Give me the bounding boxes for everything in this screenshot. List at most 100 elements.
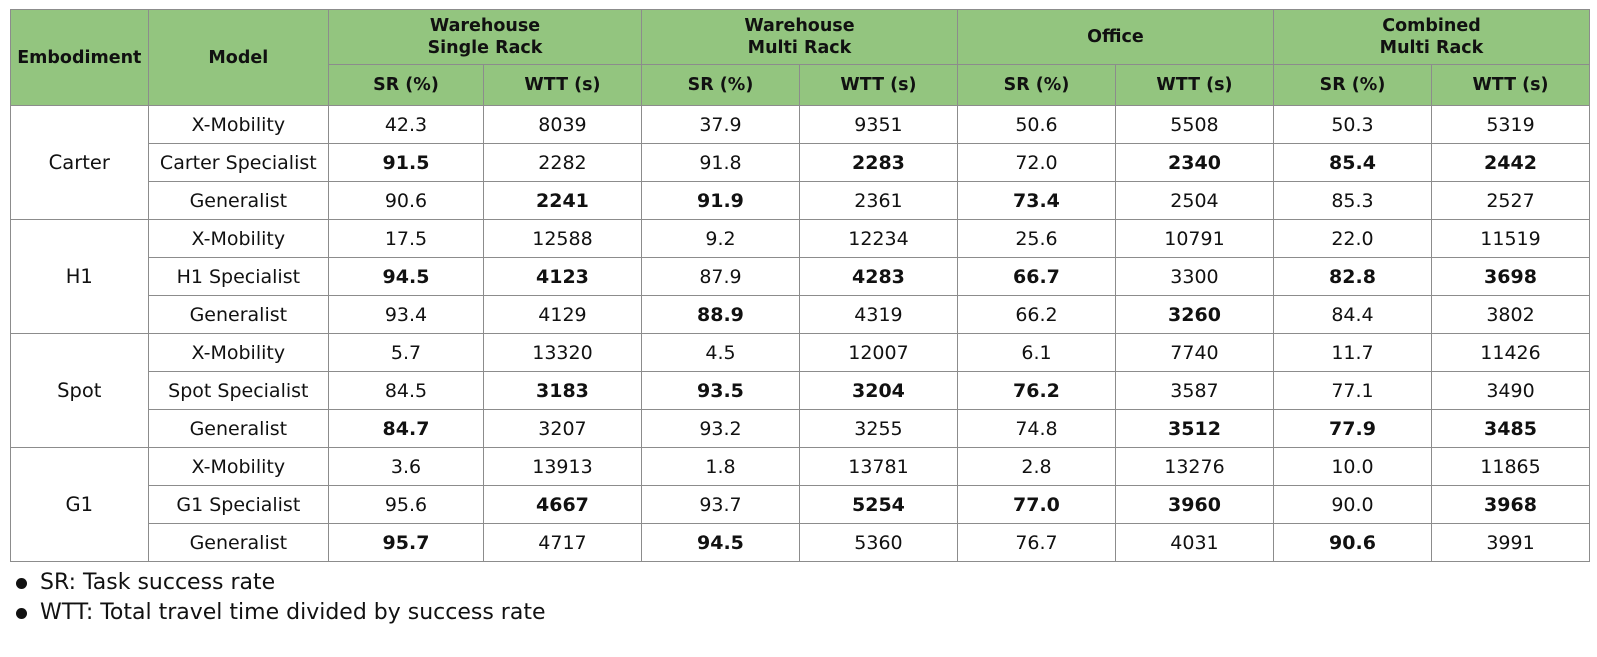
sr-value-cell: 22.0	[1272, 219, 1432, 258]
wtt-value-cell: 3300	[1114, 257, 1274, 296]
sr-value-cell: 11.7	[1272, 333, 1432, 372]
model-cell: H1 Specialist	[147, 257, 330, 296]
wtt-value-cell: 13320	[482, 333, 642, 372]
sr-value-cell: 95.7	[328, 523, 484, 562]
sr-value-cell: 93.2	[640, 409, 800, 448]
wtt-value-cell: 9351	[798, 105, 958, 144]
wtt-value-cell: 5254	[798, 485, 958, 524]
wtt-value-cell: 12007	[798, 333, 958, 372]
wtt-value-cell: 3991	[1430, 523, 1591, 562]
header-wtt: WTT (s)	[1114, 64, 1274, 106]
sr-value-cell: 88.9	[640, 295, 800, 334]
wtt-value-cell: 8039	[482, 105, 642, 144]
sr-value-cell: 85.4	[1272, 143, 1432, 182]
sr-value-cell: 82.8	[1272, 257, 1432, 296]
embodiment-cell: G1	[10, 447, 149, 562]
sr-value-cell: 3.6	[328, 447, 484, 486]
sr-value-cell: 76.7	[956, 523, 1116, 562]
sr-value-cell: 73.4	[956, 181, 1116, 220]
sr-value-cell: 85.3	[1272, 181, 1432, 220]
sr-value-cell: 90.6	[328, 181, 484, 220]
footnote-text: SR: Task success rate	[40, 570, 276, 595]
model-cell: X-Mobility	[147, 333, 330, 372]
sr-value-cell: 77.9	[1272, 409, 1432, 448]
sr-value-cell: 6.1	[956, 333, 1116, 372]
wtt-value-cell: 3255	[798, 409, 958, 448]
sr-value-cell: 77.0	[956, 485, 1116, 524]
wtt-value-cell: 3183	[482, 371, 642, 410]
bullet-icon	[16, 578, 27, 589]
header-wtt: WTT (s)	[798, 64, 958, 106]
table-row: Generalist 84.7 3207 93.2 3255 74.8 3512 77.9 34…	[11, 409, 1591, 448]
wtt-value-cell: 5360	[798, 523, 958, 562]
embodiment-cell: H1	[10, 219, 149, 334]
header-wtt: WTT (s)	[1430, 64, 1591, 106]
sr-value-cell: 5.7	[328, 333, 484, 372]
model-cell: Carter Specialist	[147, 143, 330, 182]
wtt-value-cell: 13781	[798, 447, 958, 486]
wtt-value-cell: 3490	[1430, 371, 1591, 410]
header-group-label: Warehouse	[744, 16, 855, 36]
wtt-value-cell: 11426	[1430, 333, 1591, 372]
sr-value-cell: 91.9	[640, 181, 800, 220]
wtt-value-cell: 2442	[1430, 143, 1591, 182]
sr-value-cell: 50.3	[1272, 105, 1432, 144]
sr-value-cell: 91.8	[640, 143, 800, 182]
wtt-value-cell: 4717	[482, 523, 642, 562]
wtt-value-cell: 4129	[482, 295, 642, 334]
sr-value-cell: 95.6	[328, 485, 484, 524]
table-row: H1 X-Mobility 17.5 12588 9.2 12234 25.6 10791 22…	[10, 219, 1591, 334]
model-cell: Generalist	[147, 409, 330, 448]
sr-value-cell: 4.5	[640, 333, 800, 372]
header-group-warehouse-multi-rack: Warehouse Multi Rack	[640, 9, 958, 65]
wtt-value-cell: 3207	[482, 409, 642, 448]
sr-value-cell: 84.5	[328, 371, 484, 410]
wtt-value-cell: 2340	[1114, 143, 1274, 182]
embodiment-cell: Carter	[10, 105, 149, 220]
header-sr: SR (%)	[640, 64, 800, 106]
wtt-value-cell: 2527	[1430, 181, 1591, 220]
sr-value-cell: 50.6	[956, 105, 1116, 144]
table-body: Carter X-Mobility 42.3 8039 37.9 9351 50.6 5508…	[10, 105, 1591, 562]
header-group-office: Office	[956, 9, 1274, 65]
table-row: H1 Specialist 94.5 4123 87.9 4283 66.7 3300 82.…	[11, 257, 1591, 296]
wtt-value-cell: 3968	[1430, 485, 1591, 524]
table-row: Generalist 95.7 4717 94.5 5360 76.7 4031 90.6 39…	[11, 523, 1591, 562]
wtt-value-cell: 3260	[1114, 295, 1274, 334]
wtt-value-cell: 2504	[1114, 181, 1274, 220]
sr-value-cell: 91.5	[328, 143, 484, 182]
table-row: Spot Specialist 84.5 3183 93.5 3204 76.2 3587 7…	[11, 371, 1591, 410]
sr-value-cell: 25.6	[956, 219, 1116, 258]
table-row: Spot X-Mobility 5.7 13320 4.5 12007 6.1 7740 11.…	[10, 333, 1591, 448]
footnotes: SR: Task success rate WTT: Total travel …	[14, 568, 546, 628]
wtt-value-cell: 4031	[1114, 523, 1274, 562]
table-row: G1 Specialist 95.6 4667 93.7 5254 77.0 3960 90.…	[11, 485, 1591, 524]
embodiment-cell: Spot	[10, 333, 149, 448]
header-embodiment: Embodiment	[10, 9, 149, 106]
wtt-value-cell: 7740	[1114, 333, 1274, 372]
wtt-value-cell: 4123	[482, 257, 642, 296]
sr-value-cell: 84.4	[1272, 295, 1432, 334]
header-sr: SR (%)	[328, 64, 484, 106]
sr-value-cell: 90.6	[1272, 523, 1432, 562]
wtt-value-cell: 12234	[798, 219, 958, 258]
sr-value-cell: 90.0	[1272, 485, 1432, 524]
model-cell: Generalist	[147, 295, 330, 334]
header-group-combined-multi-rack: Combined Multi Rack	[1272, 9, 1591, 65]
sr-value-cell: 76.2	[956, 371, 1116, 410]
wtt-value-cell: 3587	[1114, 371, 1274, 410]
table-row: Carter X-Mobility 42.3 8039 37.9 9351 50.6 5508…	[10, 105, 1591, 220]
header-sr: SR (%)	[956, 64, 1116, 106]
sr-value-cell: 2.8	[956, 447, 1116, 486]
wtt-value-cell: 11865	[1430, 447, 1591, 486]
table-row: Generalist 93.4 4129 88.9 4319 66.2 3260 84.4 38…	[11, 295, 1591, 334]
sr-value-cell: 66.2	[956, 295, 1116, 334]
wtt-value-cell: 13276	[1114, 447, 1274, 486]
header-sr: SR (%)	[1272, 64, 1432, 106]
sr-value-cell: 1.8	[640, 447, 800, 486]
wtt-value-cell: 2361	[798, 181, 958, 220]
wtt-value-cell: 13913	[482, 447, 642, 486]
model-cell: Generalist	[147, 181, 330, 220]
header-group-label: Warehouse	[429, 16, 541, 36]
wtt-value-cell: 3802	[1430, 295, 1591, 334]
